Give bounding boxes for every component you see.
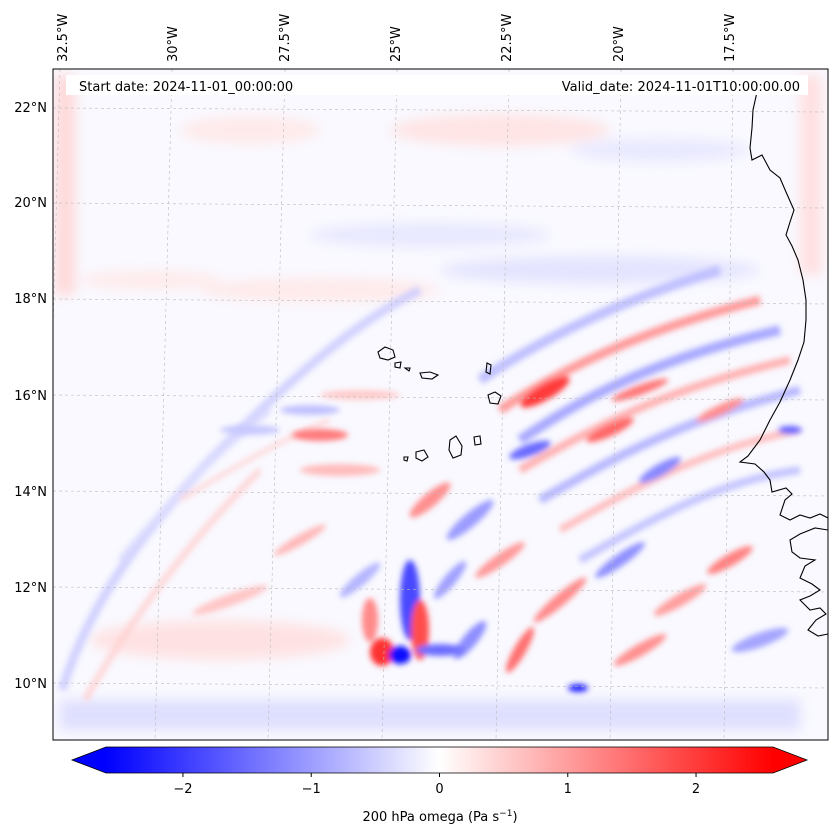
sao-antao-island [377,346,396,361]
boa-vista-island [487,391,502,405]
lat-label: 22°N [14,101,47,116]
lon-label: 20°W [612,26,627,62]
coastline [377,91,828,637]
colorbar-body [106,747,773,773]
start-date-label: Start date: 2024-11-01_00:00:00 [79,80,293,95]
santiago-island [448,435,463,459]
lat-label: 14°N [14,485,47,500]
lat-label: 16°N [14,389,47,404]
lon-label: 25°W [389,26,404,62]
date-label-strip [66,75,808,95]
lon-label: 27.5°W [278,14,293,62]
colorbar-tick-label: 1 [564,782,572,797]
colorbar-tick-label: 0 [435,782,443,797]
sao-nicolau-island [419,371,440,380]
colorbar-tick-label: −2 [173,782,192,797]
lat-label: 12°N [14,581,47,596]
brava-island [403,456,409,462]
valid-date-label: Valid_date: 2024-11-01T10:00:00.00 [562,80,800,95]
colorbar-min-extend [72,747,106,773]
gridlines [53,69,828,740]
lat-label: 18°N [14,292,47,307]
lon-label: 32.5°W [56,14,71,62]
colorbar-tick-label: 2 [692,782,700,797]
colorbar-label: 200 hPa omega (Pa s−1) [362,809,517,825]
lon-label: 22.5°W [500,14,515,62]
lon-label: 30°W [166,26,181,62]
longitude-labels: 32.5°W 30°W 27.5°W 25°W 22.5°W 20°W 17.5… [56,14,738,62]
map-panel: Start date: 2024-11-01_00:00:00 Valid_da… [52,68,829,741]
colorbar: −2 −1 0 1 2 200 hPa omega (Pa s−1) [70,746,809,825]
lat-label: 10°N [14,677,47,692]
colorbar-tick-label: −1 [302,782,321,797]
colorbar-ticks: −2 −1 0 1 2 [173,773,700,797]
maio-island [473,435,482,446]
colorbar-max-extend [773,747,807,773]
lon-label: 17.5°W [723,14,738,62]
map-frame [52,68,829,741]
sal-island [485,362,492,375]
colorbar-outline [70,746,809,774]
lat-label: 20°N [14,196,47,211]
omega-field [55,75,822,730]
santa-luzia-island [403,367,411,372]
sao-vicente-island [394,361,402,369]
africa-coastline [738,91,828,637]
latitude-labels: 22°N 20°N 18°N 16°N 14°N 12°N 10°N [14,101,47,692]
fogo-island [415,449,429,462]
